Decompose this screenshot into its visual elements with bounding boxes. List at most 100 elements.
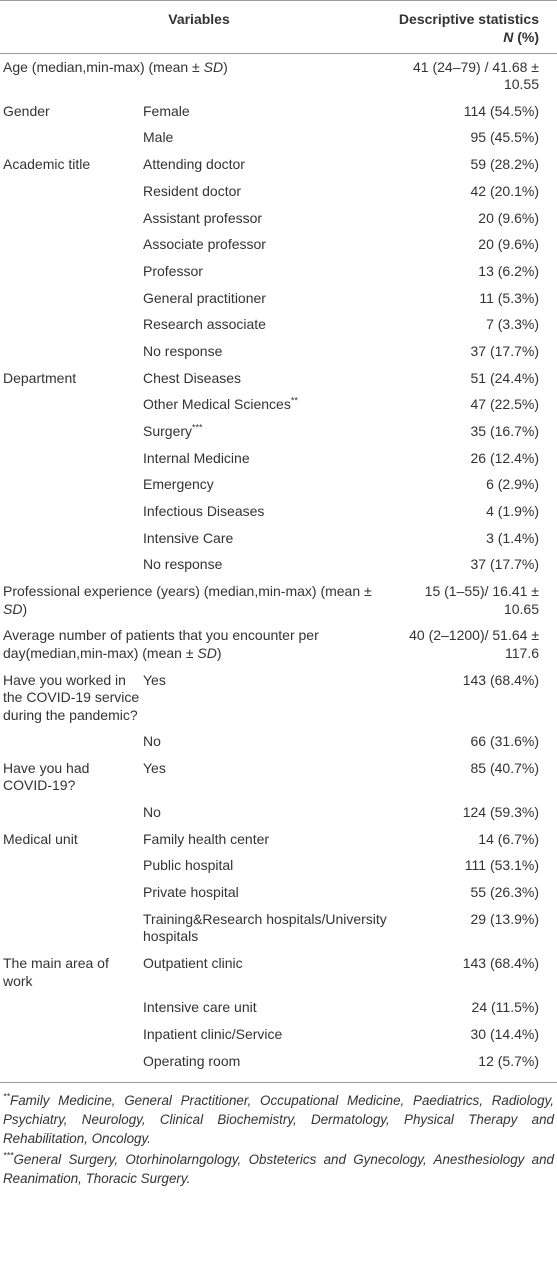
variable-cell [0,258,140,285]
category-cell: Intensive care unit [143,999,257,1016]
category-cell: Yes [143,759,166,776]
text: Surgery [143,423,193,440]
category-cell: Resident doctor [143,182,242,199]
variable-cell: Have you worked in the COVID-19 service … [3,671,140,723]
value-cell: 59 (28.2%) [470,156,539,173]
footnote-mark: ** [3,1091,11,1102]
footnote: ***General Surgery, Otorhinolarngology, … [3,1150,554,1188]
variable-cell [0,853,140,880]
table-row: Assistant professor 20 (9.6%) [0,205,557,232]
table-row: Academic title Attending doctor 59 (28.2%) [0,152,557,179]
category-cell: Inpatient clinic/Service [143,1025,283,1042]
value-cell: 47 (22.5%) [470,396,539,413]
variable-cell [0,178,140,205]
table-row: Intensive Care 3 (1.4%) [0,525,557,552]
text: Average number of patients that you enco… [3,627,319,661]
category-cell: Other Medical Sciences** [140,392,395,419]
value-cell: 3 (1.4%) [486,529,539,546]
category-cell: Assistant professor [143,209,263,226]
table-row: Intensive care unit 24 (11.5%) [0,995,557,1022]
value-cell: 15 (1–55)/ 16.41 ± 10.65 [424,583,539,617]
footnote-mark: *** [3,1150,14,1161]
value-cell: 4 (1.9%) [486,503,539,520]
category-cell: No [143,733,161,750]
variable-cell [0,472,140,499]
variable-cell [0,800,140,827]
variable-cell [0,312,140,339]
variable-cell [0,338,140,365]
variable-cell: Gender [3,102,50,119]
table-row: Operating room 12 (5.7%) [0,1048,557,1083]
value-cell: 11 (5.3%) [479,289,539,306]
value-cell: 20 (9.6%) [478,209,539,226]
value-cell: 37 (17.7%) [470,342,539,359]
text: ) [216,644,222,661]
variable-cell: Department [3,369,77,386]
value-cell: 85 (40.7%) [470,759,539,776]
variable-cell [0,729,140,756]
text: Other Medical Sciences [143,396,291,413]
category-cell: Training&Research hospitals/University h… [143,910,387,945]
table-row: Male 95 (45.5%) [0,125,557,152]
table-row: Professional experience (years) (median,… [0,579,557,623]
table-row: Infectious Diseases 4 (1.9%) [0,499,557,526]
table-row: Gender Female 114 (54.5%) [0,98,557,125]
header-cell: Variables [0,0,395,54]
table-row: Other Medical Sciences** 47 (22.5%) [0,392,557,419]
table: Variables Descriptive statistics N (%) A… [0,0,557,1083]
category-cell: Family health center [143,830,270,847]
category-cell: Private hospital [143,884,239,901]
value-cell: 26 (12.4%) [470,449,539,466]
value-cell: 143 (68.4%) [462,955,539,972]
value-cell: 6 (2.9%) [486,476,539,493]
table-row: Associate professor 20 (9.6%) [0,232,557,259]
category-cell: Associate professor [143,236,266,253]
value-cell: 51 (24.4%) [470,369,539,386]
value-cell: 7 (3.3%) [486,316,539,333]
header-row: Variables Descriptive statistics N (%) [0,0,557,54]
text: Descriptive statistics [398,11,539,27]
table-row: No response 37 (17.7%) [0,552,557,579]
table-row: Resident doctor 42 (20.1%) [0,178,557,205]
table-row: Public hospital 111 (53.1%) [0,853,557,880]
value-cell: 37 (17.7%) [470,556,539,573]
superscript: ** [290,395,298,406]
variable-cell: Have you had COVID-19? [3,759,90,794]
table-row: Inpatient clinic/Service 30 (14.4%) [0,1021,557,1048]
category-cell: No [143,804,161,821]
value-cell: 95 (45.5%) [470,129,539,146]
text: (%) [513,28,539,45]
variable-cell: Average number of patients that you enco… [0,623,395,667]
category-cell: General practitioner [143,289,266,306]
footnote-text: General Surgery, Otorhinolarngology, Obs… [3,1152,554,1187]
table-row: Average number of patients that you enco… [0,623,557,667]
table-row: No 124 (59.3%) [0,800,557,827]
category-cell: Attending doctor [143,156,245,173]
table-row: General practitioner 11 (5.3%) [0,285,557,312]
value-cell: 143 (68.4%) [462,671,539,688]
category-cell: Research associate [143,316,266,333]
value-cell: 55 (26.3%) [470,884,539,901]
italic-text: SD [197,644,217,661]
text: Age (median,min-max) (mean ± [3,58,204,75]
value-cell: 124 (59.3%) [462,804,539,821]
variable-cell [0,906,140,950]
table-row: Department Chest Diseases 51 (24.4%) [0,365,557,392]
text: Professional experience (years) (median,… [3,583,372,600]
value-cell: 12 (5.7%) [478,1052,539,1069]
variable-cell [0,1048,140,1083]
variable-cell [0,125,140,152]
value-cell: 66 (31.6%) [470,733,539,750]
footnote: **Family Medicine, General Practitioner,… [3,1091,554,1148]
table-header: Variables Descriptive statistics N (%) [0,0,557,54]
value-cell: 24 (11.5%) [471,999,539,1016]
variable-cell [0,392,140,419]
variable-cell: The main area of work [3,955,109,989]
text: ) [22,600,28,617]
variable-cell: Age (median,min-max) (mean ± SD) [0,54,395,99]
value-cell: 14 (6.7%) [478,830,539,847]
category-cell: Surgery*** [140,418,395,445]
table-row: Research associate 7 (3.3%) [0,312,557,339]
variable-cell [0,1021,140,1048]
